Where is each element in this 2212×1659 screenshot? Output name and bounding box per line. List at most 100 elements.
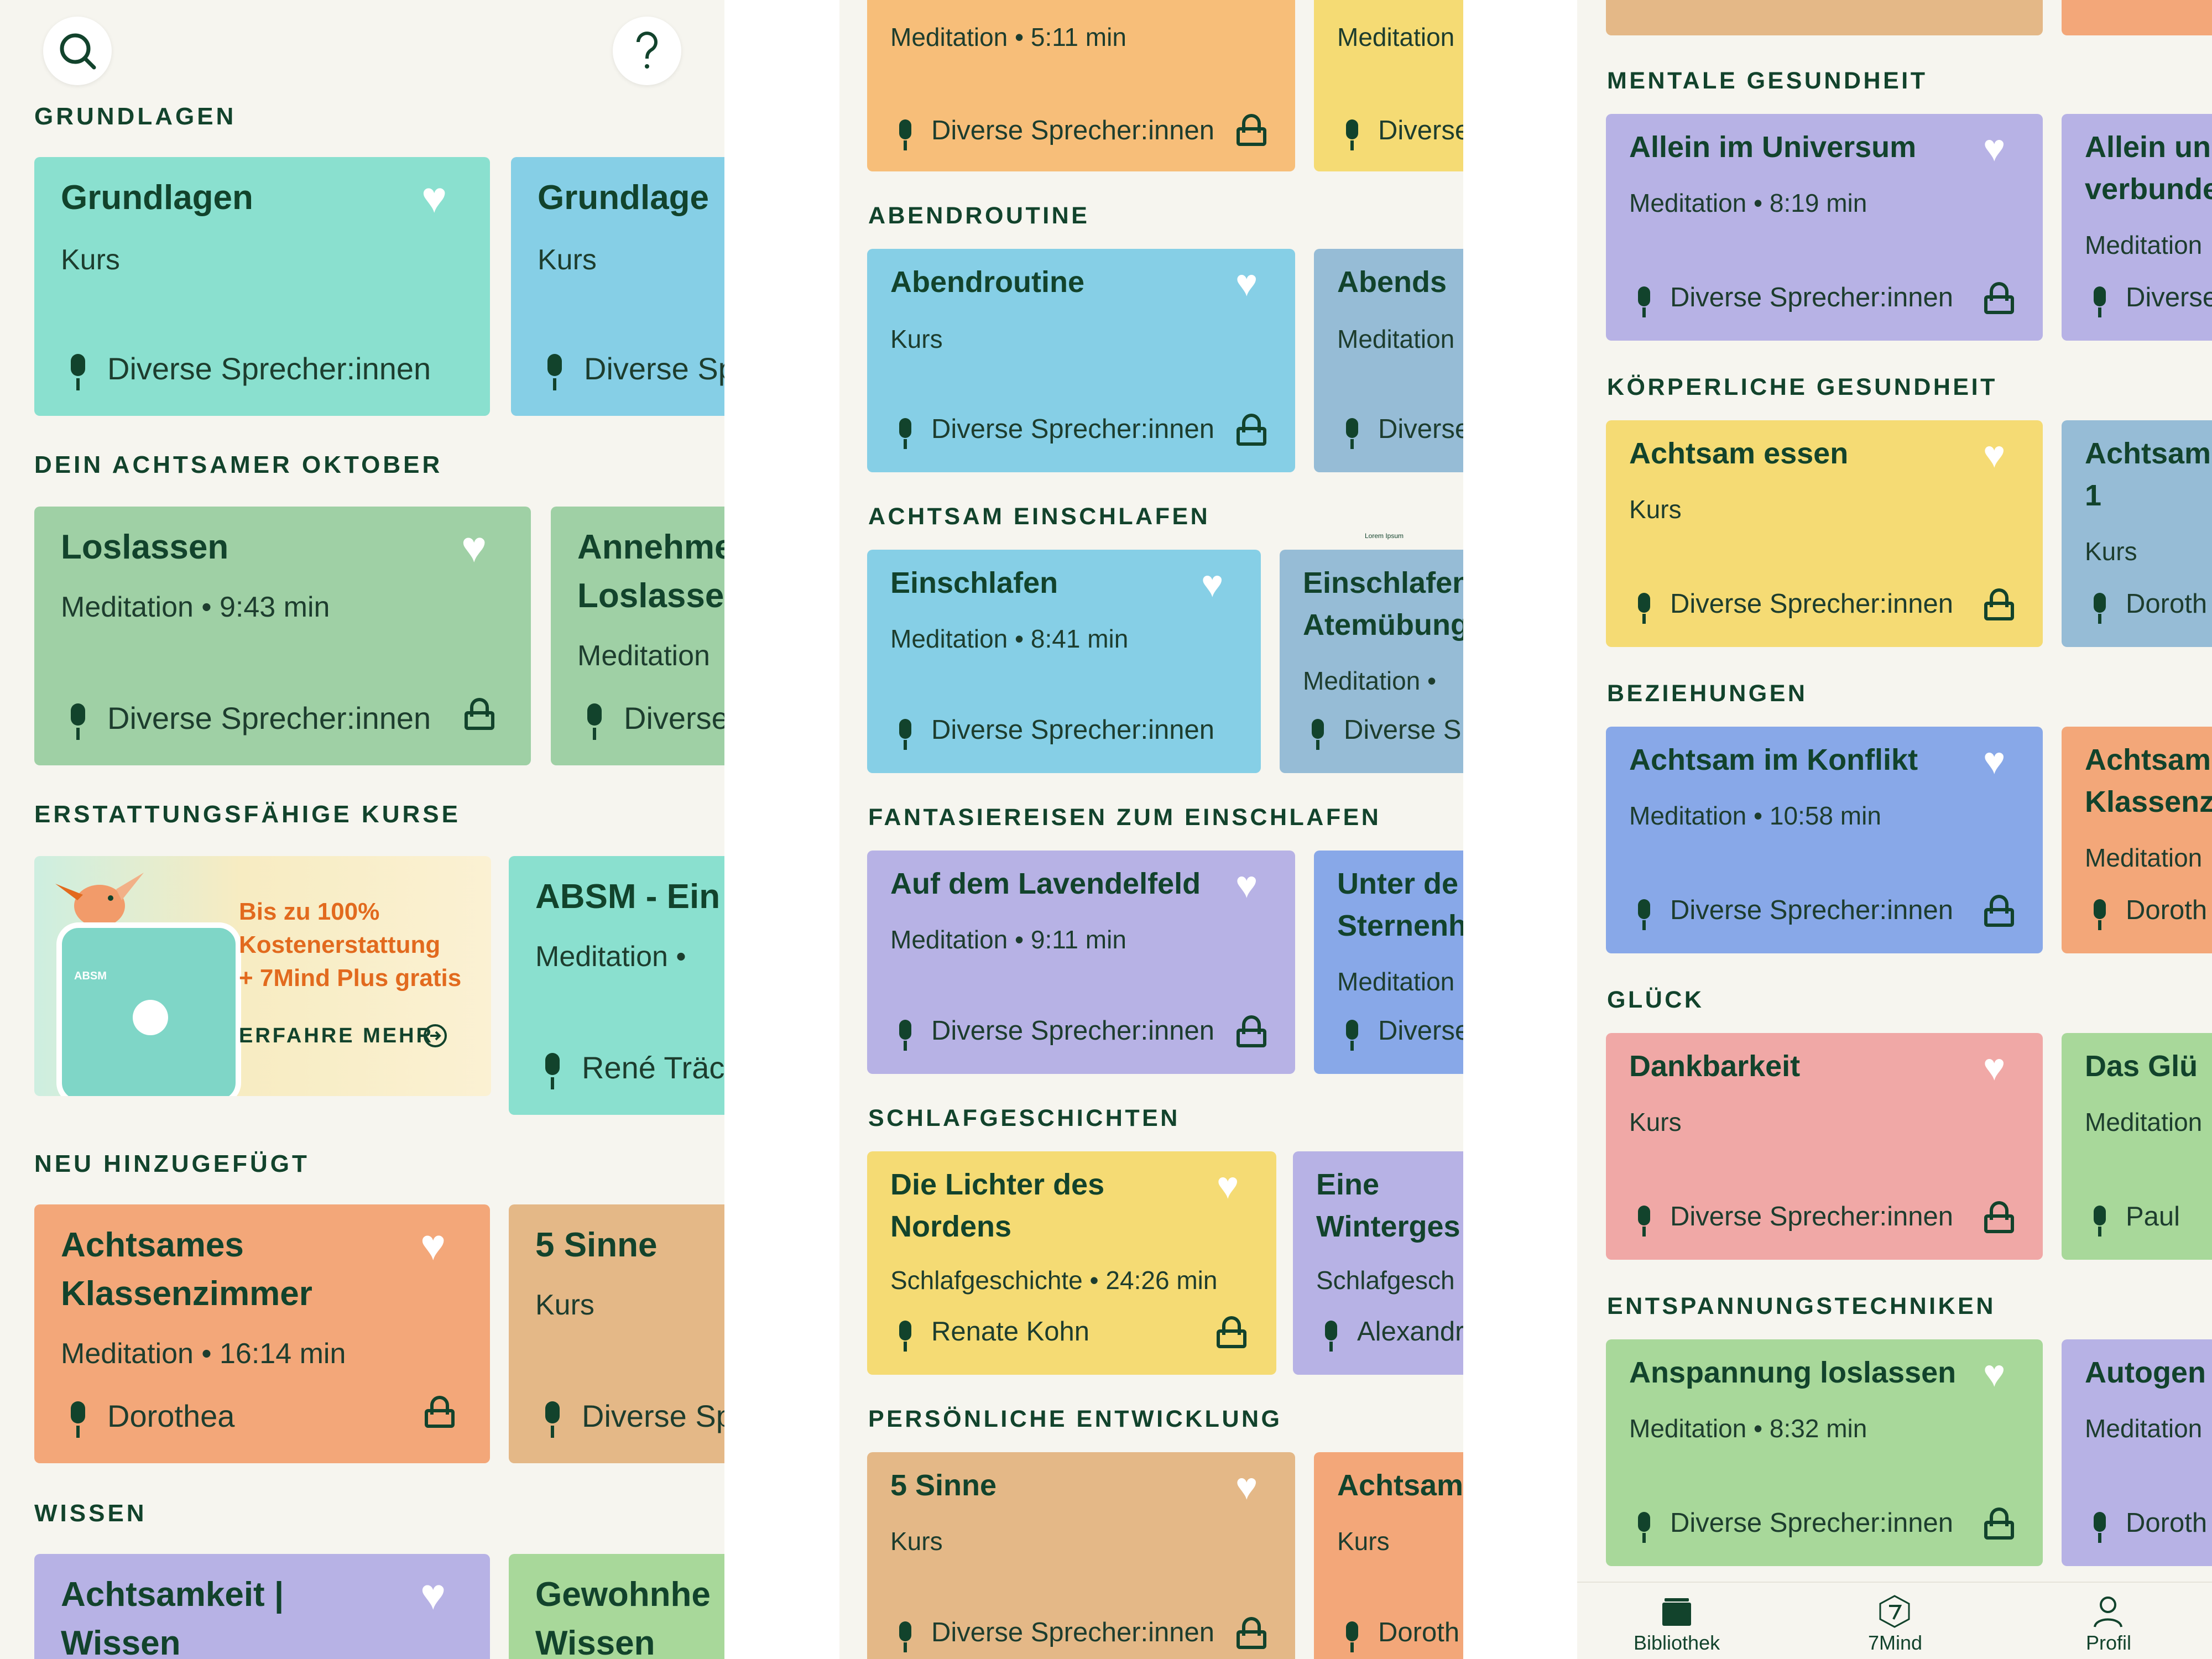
card-title-line2: verbunde: [2085, 173, 2212, 206]
card-subtitle: Kurs: [535, 1289, 594, 1321]
content-card[interactable]: 5 Sinne Kurs Diverse Sprecher:innen ♥: [867, 1452, 1295, 1659]
microphone-icon: [71, 354, 85, 390]
promo-banner[interactable]: ABSM Bis zu 100% Kostenerstattung + 7Min…: [34, 856, 491, 1096]
card-title: ABSM - Ein: [535, 878, 721, 916]
card-title: Allein im Universum: [1629, 131, 1917, 164]
card-speaker: Diverse Sprecher:innen: [1670, 1508, 1954, 1538]
card-title: Achtsam essen: [1629, 437, 1849, 470]
card-title-line2: Klassenz: [2085, 785, 2212, 818]
card-title: Abendroutine: [890, 265, 1084, 299]
lock-icon: [1984, 282, 2014, 314]
7mind-icon: [1879, 1595, 1910, 1628]
section-heading: ABENDROUTINE: [868, 202, 1090, 229]
content-card[interactable]: Meditation • 5:11 min Diverse Sprecher:i…: [867, 0, 1295, 171]
content-card[interactable]: Allein un verbunde Meditation Diverse: [2062, 114, 2212, 341]
content-card[interactable]: Loslassen Meditation • 9:43 min Diverse …: [34, 507, 531, 765]
card-title: Annehme: [577, 528, 724, 566]
card-title-line2: Nordens: [890, 1210, 1012, 1243]
card-title: Allein un: [2085, 131, 2211, 164]
tab-7mind[interactable]: 7Mind: [1839, 1588, 1950, 1655]
content-card[interactable]: Eine Winterges Schlafgesch Alexandr: [1293, 1151, 1463, 1375]
content-card[interactable]: Grundlage Kurs Diverse Sp: [511, 157, 724, 416]
microphone-icon: [587, 703, 602, 740]
content-card[interactable]: Abendroutine Kurs Diverse Sprecher:innen…: [867, 249, 1295, 472]
section-heading: PERSÖNLICHE ENTWICKLUNG: [868, 1406, 1282, 1432]
content-card[interactable]: Anspannung loslassen Meditation • 8:32 m…: [1606, 1339, 2043, 1566]
content-card[interactable]: Auf dem Lavendelfeld Meditation • 9:11 m…: [867, 851, 1295, 1074]
content-card[interactable]: Achtsamkeit | Wissen ♥: [34, 1554, 490, 1659]
microphone-icon: [71, 1401, 85, 1438]
card-subtitle: Schlafgeschichte • 24:26 min: [890, 1266, 1218, 1295]
card-subtitle: Meditation • 9:11 min: [890, 925, 1126, 954]
content-card[interactable]: Unter de Sternenh Meditation Diverse: [1314, 851, 1463, 1074]
card-title-line2: Wissen: [535, 1624, 655, 1659]
content-card[interactable]: ABSM - Ein Meditation • René Träc: [509, 856, 724, 1115]
card-subtitle: Kurs: [1629, 495, 1682, 524]
card-title: Anspannung loslassen: [1629, 1356, 1957, 1389]
heart-icon[interactable]: ♥: [1235, 1465, 1258, 1507]
card-title: 5 Sinne: [890, 1469, 997, 1502]
card-subtitle: Meditation: [1337, 23, 1455, 51]
card-subtitle: Kurs: [890, 1527, 943, 1556]
content-card[interactable]: Achtsam im Konflikt Meditation • 10:58 m…: [1606, 727, 2043, 953]
section-heading: ENTSPANNUNGSTECHNIKEN: [1607, 1293, 1996, 1319]
microphone-icon: [1638, 286, 1650, 317]
promo-line: + 7Mind Plus gratis: [239, 964, 462, 992]
play-circle-icon: [133, 1000, 168, 1035]
content-card[interactable]: Achtsam 1 Kurs Doroth: [2062, 420, 2212, 647]
content-card[interactable]: Achtsam Kurs Doroth: [1314, 1452, 1463, 1659]
heart-icon[interactable]: ♥: [1217, 1165, 1239, 1207]
heart-icon[interactable]: ♥: [1983, 1353, 2006, 1395]
tab-label: Bibliothek: [1634, 1631, 1720, 1654]
content-card[interactable]: Einschlafen Atemübung Meditation • Diver…: [1280, 550, 1463, 773]
lorem-label: Lorem Ipsum: [1365, 532, 1404, 540]
heart-icon[interactable]: ♥: [1983, 127, 2006, 169]
card-title: Unter de: [1337, 867, 1459, 900]
content-card[interactable]: Achtsam Klassenz Meditation Doroth: [2062, 727, 2212, 953]
card-subtitle: Meditation • 8:32 min: [1629, 1414, 1867, 1443]
content-card[interactable]: Das Glü Meditation Paul: [2062, 1033, 2212, 1260]
content-card[interactable]: Einschlafen Meditation • 8:41 min Divers…: [867, 550, 1261, 773]
heart-icon[interactable]: ♥: [1235, 262, 1258, 304]
card-speaker: Doroth: [1378, 1618, 1460, 1647]
content-card[interactable]: 5 Sinne Kurs Diverse Sp: [509, 1204, 724, 1463]
help-button[interactable]: [613, 17, 681, 85]
promo-cta[interactable]: ERFAHRE MEHR: [239, 1024, 434, 1047]
content-card[interactable]: Dankbarkeit Kurs Diverse Sprecher:innen …: [1606, 1033, 2043, 1260]
card-title: Achtsam: [2085, 437, 2211, 470]
heart-icon[interactable]: ♥: [421, 173, 447, 222]
content-card[interactable]: Die Lichter des Nordens Schlafgeschichte…: [867, 1151, 1276, 1375]
heart-icon[interactable]: ♥: [461, 523, 487, 571]
heart-icon[interactable]: ♥: [1235, 864, 1258, 906]
content-card[interactable]: Annehme Loslassen Meditation Diverse: [551, 507, 724, 765]
heart-icon[interactable]: ♥: [1983, 1046, 2006, 1088]
card-subtitle: Meditation: [2085, 1108, 2203, 1136]
content-card[interactable]: Meditation Diverse: [1314, 0, 1463, 171]
card-title: Gewohnhe: [535, 1575, 711, 1614]
lock-icon: [1237, 1617, 1266, 1649]
content-card[interactable]: Gewohnhe Wissen: [509, 1554, 724, 1659]
heart-icon[interactable]: ♥: [1201, 563, 1224, 605]
arrow-circle-icon[interactable]: [421, 1022, 449, 1050]
section-heading: NEU HINZUGEFÜGT: [34, 1150, 310, 1177]
search-button[interactable]: [43, 17, 112, 85]
tab-profil[interactable]: Profil: [2053, 1588, 2163, 1655]
card-subtitle: Kurs: [61, 244, 120, 276]
card-title: Das Glü: [2085, 1050, 2198, 1083]
card-speaker: Diverse: [2126, 283, 2212, 312]
microphone-icon: [545, 1053, 560, 1089]
card-subtitle: Meditation •: [535, 941, 686, 973]
content-card[interactable]: Abends Meditation Diverse: [1314, 249, 1463, 472]
content-card[interactable]: Grundlagen Kurs Diverse Sprecher:innen ♥: [34, 157, 490, 416]
card-title: Einschlafen: [890, 566, 1058, 599]
card-title: Achtsamkeit |: [61, 1575, 284, 1614]
heart-icon[interactable]: ♥: [420, 1570, 446, 1619]
content-card[interactable]: Achtsam essen Kurs Diverse Sprecher:inne…: [1606, 420, 2043, 647]
content-card[interactable]: Allein im Universum Meditation • 8:19 mi…: [1606, 114, 2043, 341]
heart-icon[interactable]: ♥: [1983, 434, 2006, 476]
heart-icon[interactable]: ♥: [1983, 740, 2006, 782]
content-card[interactable]: Autogen Meditation Doroth: [2062, 1339, 2212, 1566]
content-card[interactable]: Achtsames Klassenzimmer Meditation • 16:…: [34, 1204, 490, 1463]
heart-icon[interactable]: ♥: [420, 1220, 446, 1269]
tab-bibliothek[interactable]: Bibliothek: [1621, 1588, 1732, 1655]
